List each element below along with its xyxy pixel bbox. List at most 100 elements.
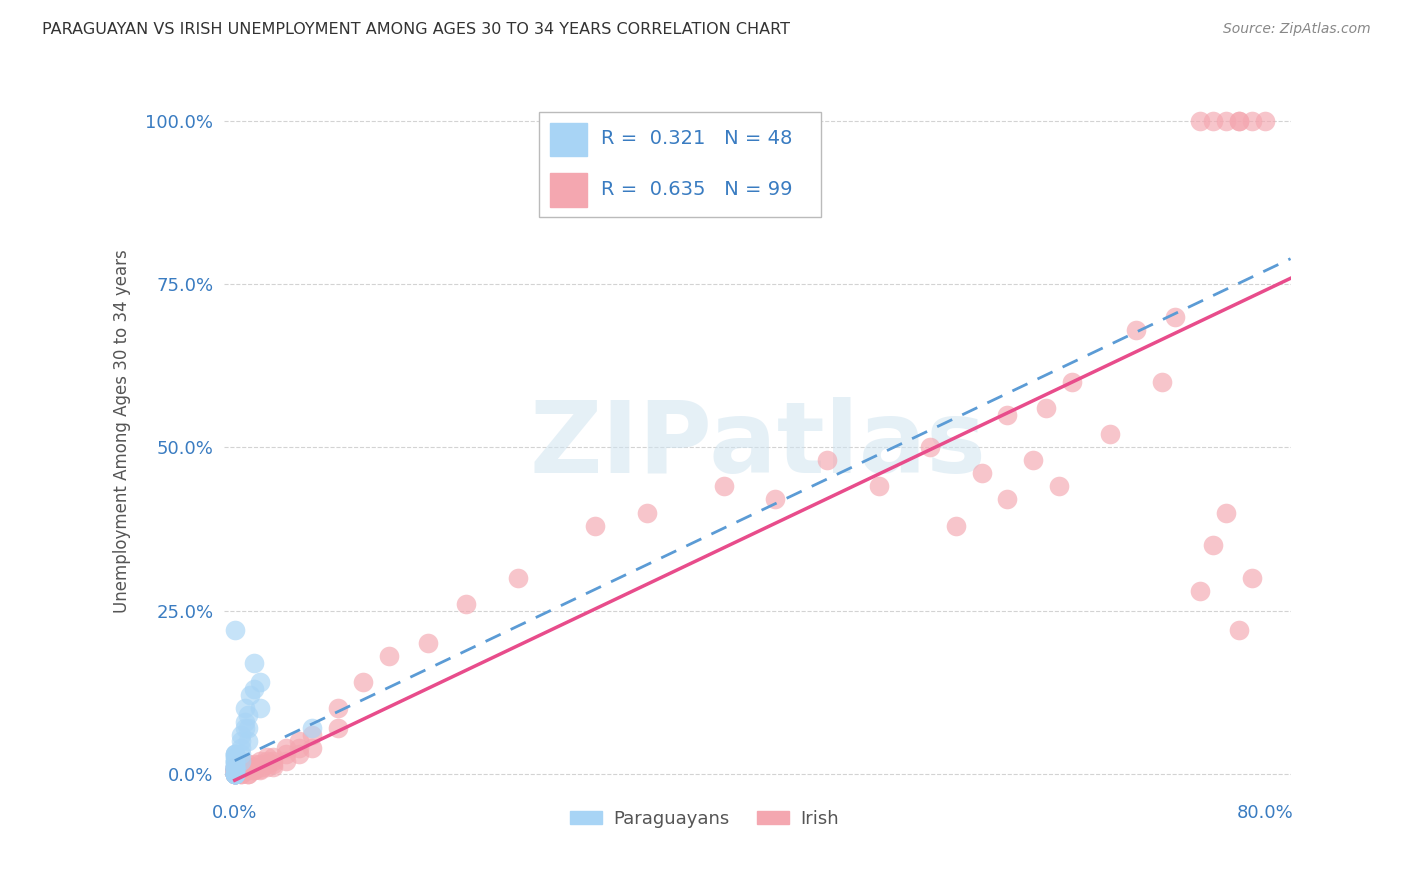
Point: [249, 762, 271, 776]
Point: [233, 714, 256, 729]
Point: [249, 675, 271, 690]
Point: [506, 571, 529, 585]
Point: [224, 760, 246, 774]
Point: [224, 754, 246, 768]
Point: [236, 764, 259, 778]
Point: [262, 750, 284, 764]
Point: [224, 766, 246, 780]
Point: [1163, 310, 1185, 324]
Point: [1202, 538, 1225, 552]
Point: [1022, 453, 1045, 467]
Point: [224, 766, 246, 780]
Point: [236, 708, 259, 723]
Point: [262, 756, 284, 771]
Point: [276, 747, 298, 761]
Y-axis label: Unemployment Among Ages 30 to 34 years: Unemployment Among Ages 30 to 34 years: [114, 249, 131, 613]
Point: [224, 762, 246, 776]
Point: [1202, 113, 1225, 128]
Text: PARAGUAYAN VS IRISH UNEMPLOYMENT AMONG AGES 30 TO 34 YEARS CORRELATION CHART: PARAGUAYAN VS IRISH UNEMPLOYMENT AMONG A…: [42, 22, 790, 37]
Point: [378, 649, 401, 664]
Point: [256, 750, 278, 764]
Point: [1035, 401, 1057, 415]
Point: [249, 754, 271, 768]
Point: [224, 754, 246, 768]
Point: [301, 721, 323, 735]
Point: [224, 766, 246, 780]
Point: [231, 766, 253, 780]
Point: [945, 518, 967, 533]
Point: [231, 728, 253, 742]
Point: [1189, 583, 1212, 598]
Point: [224, 766, 246, 780]
Point: [231, 764, 253, 778]
Point: [243, 764, 266, 778]
Point: [262, 760, 284, 774]
Point: [236, 721, 259, 735]
Point: [224, 760, 246, 774]
Point: [224, 766, 246, 780]
Text: ZIPatlas: ZIPatlas: [529, 397, 986, 494]
Point: [1240, 571, 1263, 585]
Point: [276, 754, 298, 768]
Point: [1099, 427, 1122, 442]
Point: [224, 623, 246, 637]
Point: [262, 754, 284, 768]
Point: [224, 760, 246, 774]
Point: [1215, 113, 1237, 128]
Point: [231, 766, 253, 780]
Point: [1227, 623, 1250, 637]
Point: [224, 747, 246, 761]
Point: [249, 701, 271, 715]
Point: [249, 764, 271, 778]
Point: [224, 766, 246, 780]
Point: [1240, 113, 1263, 128]
Point: [236, 734, 259, 748]
Point: [236, 766, 259, 780]
Point: [224, 756, 246, 771]
Point: [224, 766, 246, 780]
Point: [231, 762, 253, 776]
Point: [224, 754, 246, 768]
Point: [243, 764, 266, 778]
Point: [231, 734, 253, 748]
Point: [236, 760, 259, 774]
Point: [224, 764, 246, 778]
Point: [224, 766, 246, 780]
Point: [231, 764, 253, 778]
Point: [995, 408, 1018, 422]
Point: [224, 760, 246, 774]
Point: [239, 689, 262, 703]
Point: [224, 762, 246, 776]
Point: [224, 764, 246, 778]
Point: [231, 762, 253, 776]
Point: [243, 681, 266, 696]
Point: [353, 675, 375, 690]
Point: [224, 764, 246, 778]
Point: [1189, 113, 1212, 128]
Point: [224, 750, 246, 764]
Point: [233, 701, 256, 715]
Point: [636, 506, 658, 520]
Point: [326, 721, 349, 735]
Point: [256, 754, 278, 768]
Point: [765, 492, 787, 507]
Point: [1227, 113, 1250, 128]
Point: [224, 747, 246, 761]
Point: [224, 764, 246, 778]
Point: [583, 518, 606, 533]
Point: [1150, 375, 1173, 389]
Point: [224, 766, 246, 780]
Point: [243, 762, 266, 776]
Point: [224, 766, 246, 780]
Point: [224, 764, 246, 778]
Point: [224, 764, 246, 778]
Point: [231, 760, 253, 774]
Point: [236, 764, 259, 778]
Point: [224, 747, 246, 761]
Point: [1060, 375, 1083, 389]
Point: [224, 760, 246, 774]
Point: [249, 760, 271, 774]
Point: [868, 479, 890, 493]
Point: [224, 766, 246, 780]
Point: [224, 766, 246, 780]
